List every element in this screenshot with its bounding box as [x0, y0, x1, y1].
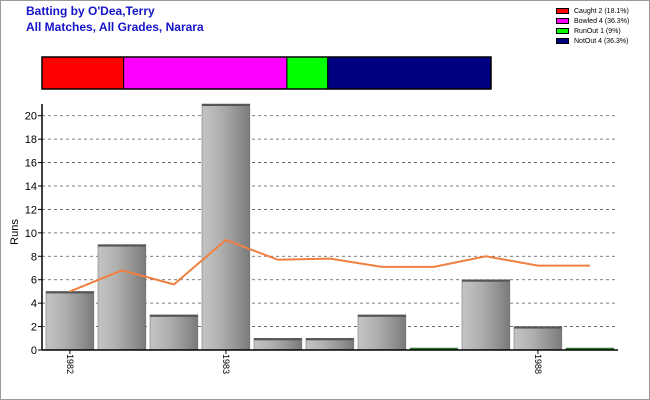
- x-tick-label: 1982: [65, 354, 75, 374]
- y-tick-label: 14: [25, 181, 37, 193]
- legend-swatch: [556, 28, 569, 34]
- runs-bars: [45, 103, 615, 351]
- legend-item: RunOut 1 (9%): [556, 26, 629, 36]
- average-line-path: [69, 238, 590, 293]
- dismissal-segment-caught: [41, 56, 125, 90]
- y-tick-label: 4: [31, 298, 37, 310]
- bar: [149, 314, 199, 351]
- bar-top-edge: [514, 326, 562, 329]
- legend-label: NotOut 4 (36.3%): [574, 37, 629, 45]
- bar-top-edge: [462, 279, 510, 282]
- legend: Caught 2 (18.1%) Bowled 4 (36.3%) RunOut 1…: [556, 6, 629, 46]
- bar: [461, 279, 511, 351]
- dismissal-summary-bar: [41, 56, 492, 90]
- legend-item: Caught 2 (18.1%): [556, 6, 629, 16]
- bar: [45, 291, 95, 351]
- bar-top-edge: [358, 314, 406, 317]
- bar: [97, 244, 147, 351]
- y-tick-label: 10: [25, 228, 37, 240]
- bar: [201, 103, 251, 351]
- dismissal-segment-bowled: [123, 56, 288, 90]
- bar-top-edge: [98, 244, 146, 247]
- y-tick-label: 8: [31, 251, 37, 263]
- legend-label: RunOut 1 (9%): [574, 27, 621, 35]
- y-tick-label: 12: [25, 204, 37, 216]
- legend-label: Bowled 4 (36.3%): [574, 17, 630, 25]
- bar-top-edge: [150, 314, 198, 317]
- legend-swatch: [556, 38, 569, 44]
- legend-swatch: [556, 8, 569, 14]
- legend-swatch: [556, 18, 569, 24]
- y-tick-label: 2: [31, 322, 37, 334]
- dismissal-segment-runout: [286, 56, 329, 90]
- x-axis-ticks: 1982 1983 1988: [65, 350, 543, 374]
- y-axis-ticks: 0 2 4 6 8 10 12 14 16 18 20: [25, 111, 42, 357]
- y-tick-label: 0: [31, 345, 37, 357]
- legend-item: NotOut 4 (36.3%): [556, 36, 629, 46]
- chart-title: Batting by O'Dea,Terry: [26, 4, 155, 18]
- dismissal-segment-notout: [327, 56, 492, 90]
- y-tick-label: 6: [31, 275, 37, 287]
- bar-top-edge: [306, 338, 354, 341]
- y-axis-label: Runs: [9, 219, 21, 245]
- x-tick-label: 1988: [533, 354, 543, 374]
- y-tick-label: 16: [25, 158, 37, 170]
- chart-subtitle: All Matches, All Grades, Narara: [26, 20, 204, 34]
- bar-top-edge: [254, 338, 302, 341]
- legend-item: Bowled 4 (36.3%): [556, 16, 629, 26]
- y-tick-label: 18: [25, 134, 37, 146]
- legend-label: Caught 2 (18.1%): [574, 7, 629, 15]
- average-line: [69, 238, 590, 293]
- bar-top-edge: [202, 104, 250, 106]
- x-tick-label: 1983: [221, 354, 231, 374]
- bar: [513, 326, 563, 351]
- y-tick-label: 20: [25, 111, 37, 123]
- bar: [357, 314, 407, 351]
- axes: [41, 104, 618, 351]
- bar-top-edge: [46, 291, 94, 294]
- dismissal-bar-border: [41, 56, 492, 90]
